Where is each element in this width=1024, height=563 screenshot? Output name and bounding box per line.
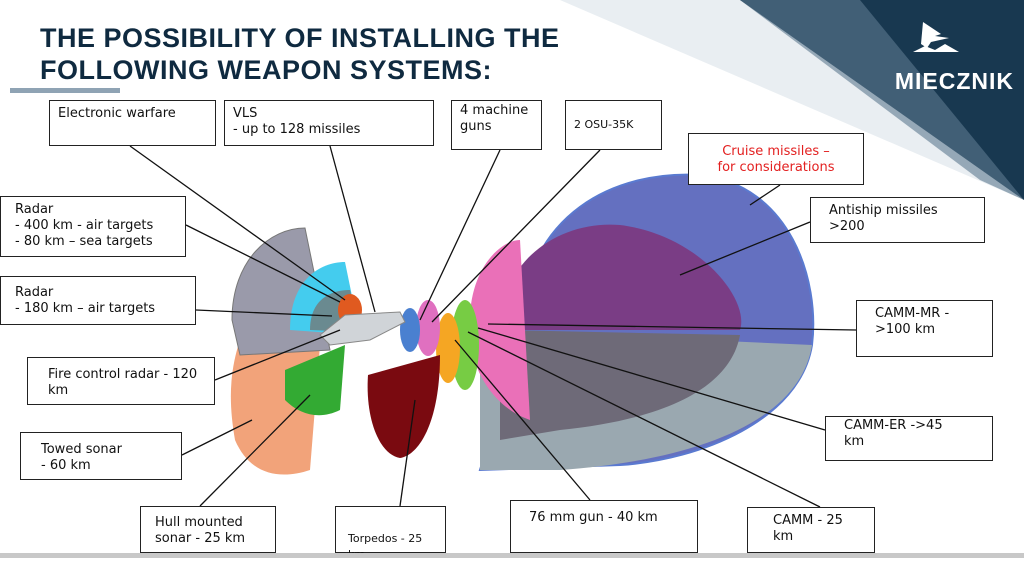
hull-sonar-range: [285, 345, 345, 416]
label-vls: VLS - up to 128 missiles: [224, 100, 434, 146]
title-line-2: FOLLOWING WEAPON SYSTEMS:: [40, 55, 492, 85]
label-electronic-warfare: Electronic warfare: [49, 100, 216, 146]
title-line-1: THE POSSIBILITY OF INSTALLING THE: [40, 23, 560, 53]
label-osu-35k: 2 OSU-35K: [565, 100, 662, 150]
label-camm: CAMM - 25 km: [747, 507, 875, 553]
osu-range: [416, 300, 440, 356]
bottom-strip: [0, 553, 1024, 558]
header-gradient: [740, 0, 1024, 200]
title-underline: [10, 88, 120, 93]
label-radar-180: Radar - 180 km – air targets: [0, 276, 196, 325]
label-camm-er: CAMM-ER ->45 km: [825, 416, 993, 461]
label-radar-400: Radar - 400 km - air targets - 80 km – s…: [0, 196, 186, 257]
antiship-range-dome: [500, 224, 742, 330]
label-fire-control-radar: Fire control radar - 120 km: [27, 357, 215, 405]
camm-range: [451, 300, 479, 390]
label-hull-mounted-sonar: Hull mounted sonar - 25 km: [140, 506, 276, 553]
gun-76-range: [436, 313, 460, 383]
label-antiship-missiles: Antiship missiles >200: [810, 197, 985, 243]
machine-gun-range: [400, 308, 420, 352]
label-machine-guns: 4 machine guns: [451, 100, 542, 150]
torpedo-range: [367, 355, 440, 458]
slide-title: THE POSSIBILITY OF INSTALLING THE FOLLOW…: [40, 22, 560, 86]
label-towed-sonar: Towed sonar - 60 km: [20, 432, 182, 480]
logo-text: MIECZNIK: [894, 68, 1014, 94]
antiship-lower: [500, 330, 740, 440]
label-torpedos: Torpedos - 25 km: [335, 506, 446, 561]
label-cruise-missiles: Cruise missiles – for considerations: [688, 133, 864, 185]
ship-model: [319, 311, 406, 346]
label-76mm-gun: 76 mm gun - 40 km: [510, 500, 698, 553]
mieczni-logo-icon: [913, 22, 959, 52]
leader-lines: [129, 145, 857, 508]
label-camm-mr: CAMM-MR - >100 km: [856, 300, 993, 357]
